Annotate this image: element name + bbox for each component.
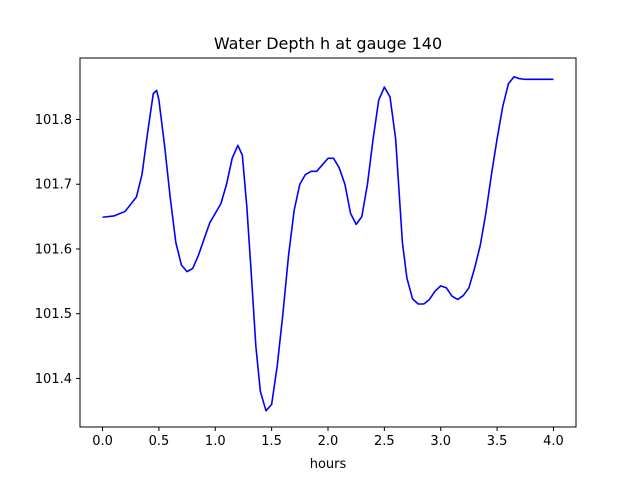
x-tick-label: 3.0	[430, 434, 451, 449]
y-tick-label: 101.7	[35, 178, 72, 193]
y-tick-label: 101.5	[35, 307, 72, 322]
y-tick-label: 101.8	[35, 113, 72, 128]
x-tick-label: 3.5	[487, 434, 508, 449]
plot-background	[80, 58, 576, 427]
x-tick-label: 0.5	[149, 434, 170, 449]
x-tick-label: 1.5	[261, 434, 282, 449]
y-tick-label: 101.4	[35, 372, 72, 387]
x-axis-label: hours	[310, 457, 347, 472]
x-tick-label: 1.0	[205, 434, 226, 449]
series-layer	[102, 75, 554, 412]
plot-area	[79, 57, 577, 428]
x-axis: 0.0 0.5 1.0 1.5 2.0 2.5 3.0 3.5 4.0	[92, 427, 564, 449]
chart-title: Water Depth h at gauge 140	[214, 34, 442, 53]
x-tick-label: 2.0	[318, 434, 339, 449]
x-tick-label: 0.0	[92, 434, 113, 449]
x-tick-label: 4.0	[543, 434, 564, 449]
y-tick-label: 101.6	[35, 242, 72, 257]
x-tick-label: 2.5	[374, 434, 395, 449]
series-line-0	[102, 75, 554, 412]
y-axis: 101.4 101.5 101.6 101.7 101.8	[35, 113, 80, 387]
